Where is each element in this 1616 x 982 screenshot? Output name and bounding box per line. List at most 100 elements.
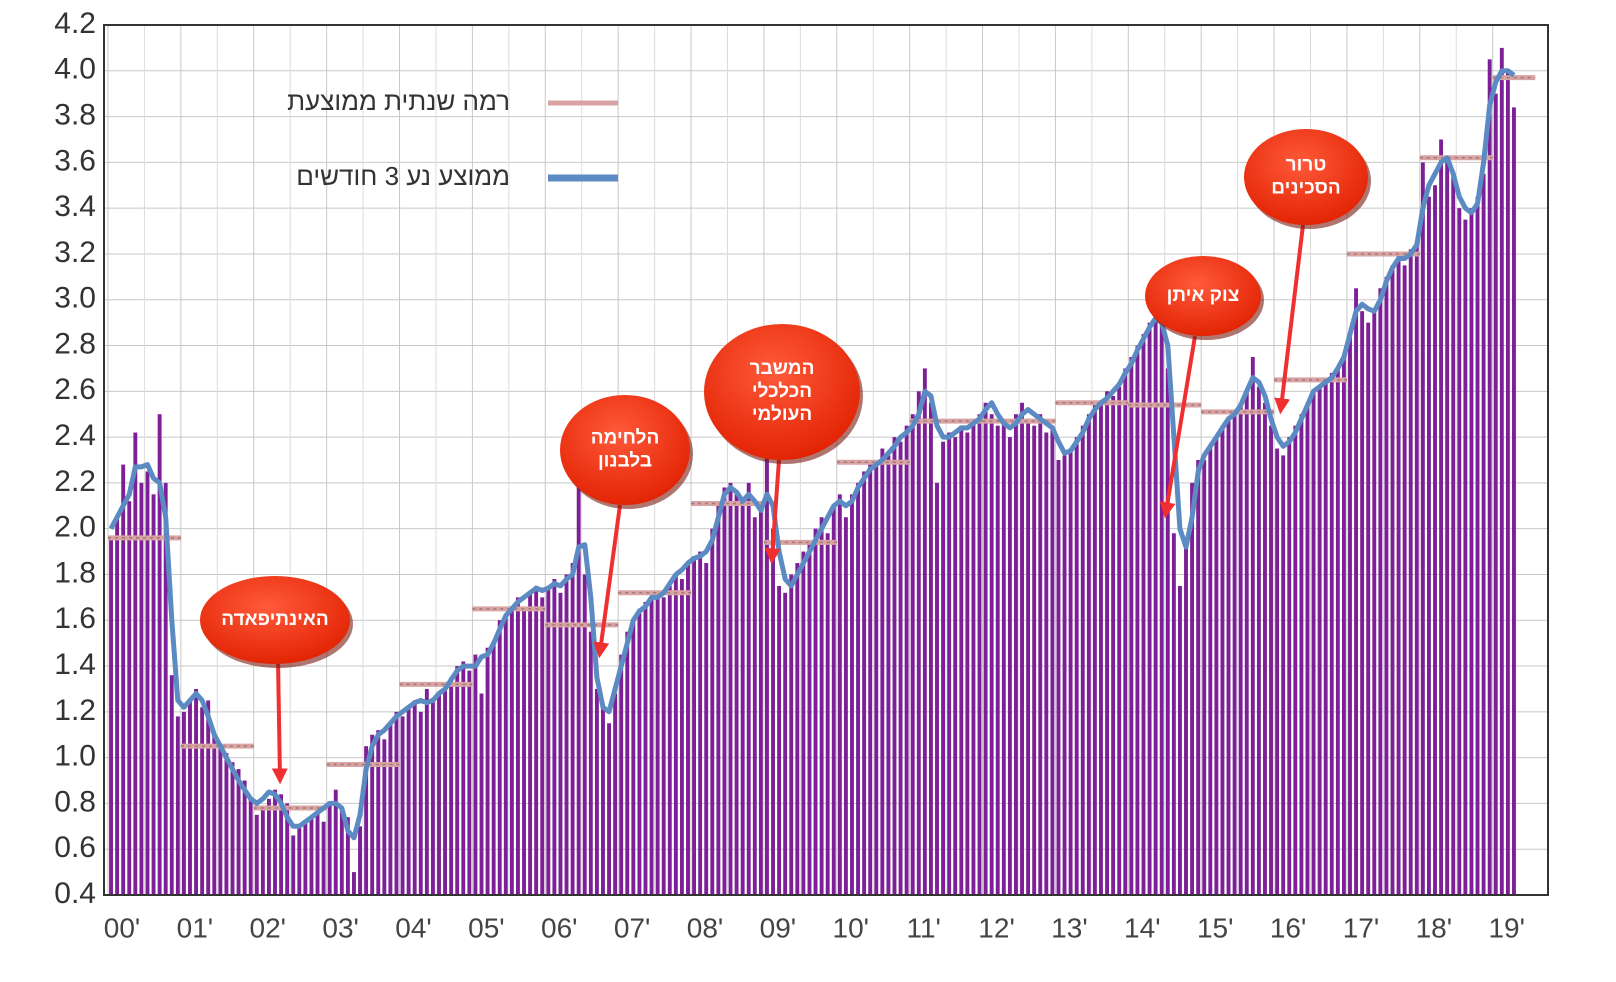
bar xyxy=(728,482,733,895)
bar xyxy=(746,482,751,895)
x-tick-label: 07' xyxy=(614,912,651,943)
bar xyxy=(1426,196,1431,896)
bar xyxy=(169,675,174,895)
bar xyxy=(479,693,484,895)
x-tick-label: 11' xyxy=(906,912,940,943)
bar xyxy=(1105,391,1109,895)
bar xyxy=(1323,379,1328,895)
bar xyxy=(1390,265,1395,895)
bar xyxy=(1433,185,1437,895)
bar xyxy=(1293,425,1298,895)
bar xyxy=(188,700,192,895)
bar xyxy=(1177,585,1182,895)
bar xyxy=(1366,322,1371,895)
y-tick-label: 3.4 xyxy=(54,190,96,223)
y-tick-label: 0.4 xyxy=(54,877,96,910)
bar xyxy=(1001,418,1006,895)
bar xyxy=(935,482,939,895)
bar xyxy=(1220,425,1225,895)
y-tick-label: 4.2 xyxy=(54,7,96,40)
bar xyxy=(1007,437,1012,895)
bar xyxy=(1141,334,1146,895)
bar xyxy=(1311,391,1316,895)
bar xyxy=(704,563,709,895)
bar xyxy=(121,464,126,895)
bar xyxy=(242,780,247,895)
annotation-arrow xyxy=(1159,335,1197,519)
bar xyxy=(752,517,757,895)
bar xyxy=(1408,249,1413,896)
y-tick-label: 3.2 xyxy=(54,236,96,269)
bar xyxy=(1481,173,1486,895)
bar xyxy=(218,746,223,895)
x-tick-label: 19' xyxy=(1488,912,1525,943)
bar xyxy=(437,693,441,895)
bar xyxy=(843,517,848,895)
bar xyxy=(339,808,344,895)
bar xyxy=(813,528,818,895)
moving-average-line xyxy=(108,68,1516,841)
bar xyxy=(1238,402,1243,895)
bar xyxy=(1263,402,1267,895)
annotation-arrow xyxy=(593,504,622,659)
bar xyxy=(467,670,472,895)
bar xyxy=(1420,162,1425,896)
bar xyxy=(1281,455,1286,895)
bar xyxy=(382,739,387,895)
bar xyxy=(279,794,284,895)
bar xyxy=(528,592,533,895)
bar xyxy=(898,441,903,895)
bar xyxy=(1360,311,1365,895)
bar xyxy=(1129,356,1134,895)
bar xyxy=(558,592,563,895)
bar xyxy=(1414,242,1419,895)
bar xyxy=(564,574,569,895)
bar xyxy=(1402,265,1407,895)
bar xyxy=(1329,373,1334,895)
annotation-text: האינתיפאדה xyxy=(221,609,328,630)
plot-frame xyxy=(103,24,1549,896)
bar xyxy=(582,574,587,895)
bar xyxy=(1123,368,1128,896)
bar xyxy=(904,425,909,895)
bar xyxy=(406,707,411,895)
x-tick-label: 14' xyxy=(1124,912,1161,943)
bar xyxy=(1305,402,1310,895)
bar xyxy=(941,441,946,895)
bar xyxy=(910,414,915,895)
bar xyxy=(1196,460,1201,895)
bar xyxy=(1099,402,1103,895)
bar xyxy=(1372,311,1377,895)
bar xyxy=(837,494,842,895)
y-tick-label: 4.0 xyxy=(54,53,96,86)
annotation-text: טרור xyxy=(1286,155,1327,176)
annotation-text: בלבנון xyxy=(598,451,652,472)
x-tick-label: 12' xyxy=(978,912,1015,943)
bar xyxy=(1165,368,1170,896)
x-tick-label: 02' xyxy=(250,912,287,943)
bar xyxy=(594,688,599,895)
bar xyxy=(1050,425,1055,895)
bar xyxy=(109,540,113,895)
bar xyxy=(1335,368,1340,896)
bar xyxy=(601,707,605,895)
annotation-arrow xyxy=(271,659,288,785)
y-tick-label: 1.2 xyxy=(54,694,96,727)
y-tick-label: 1.4 xyxy=(54,648,96,681)
bar xyxy=(1469,208,1474,895)
x-tick-label: 18' xyxy=(1416,912,1453,943)
bar xyxy=(236,769,241,895)
bar xyxy=(874,464,879,895)
bar xyxy=(388,723,393,895)
bar xyxy=(850,494,854,895)
x-tick-label: 00' xyxy=(104,912,141,943)
bar xyxy=(1068,448,1073,895)
bar xyxy=(673,574,678,895)
bar xyxy=(1457,208,1462,895)
bar xyxy=(133,432,138,895)
bar xyxy=(631,620,636,895)
bar xyxy=(613,693,618,895)
bar xyxy=(266,798,271,895)
y-tick-label: 3.6 xyxy=(54,144,96,177)
